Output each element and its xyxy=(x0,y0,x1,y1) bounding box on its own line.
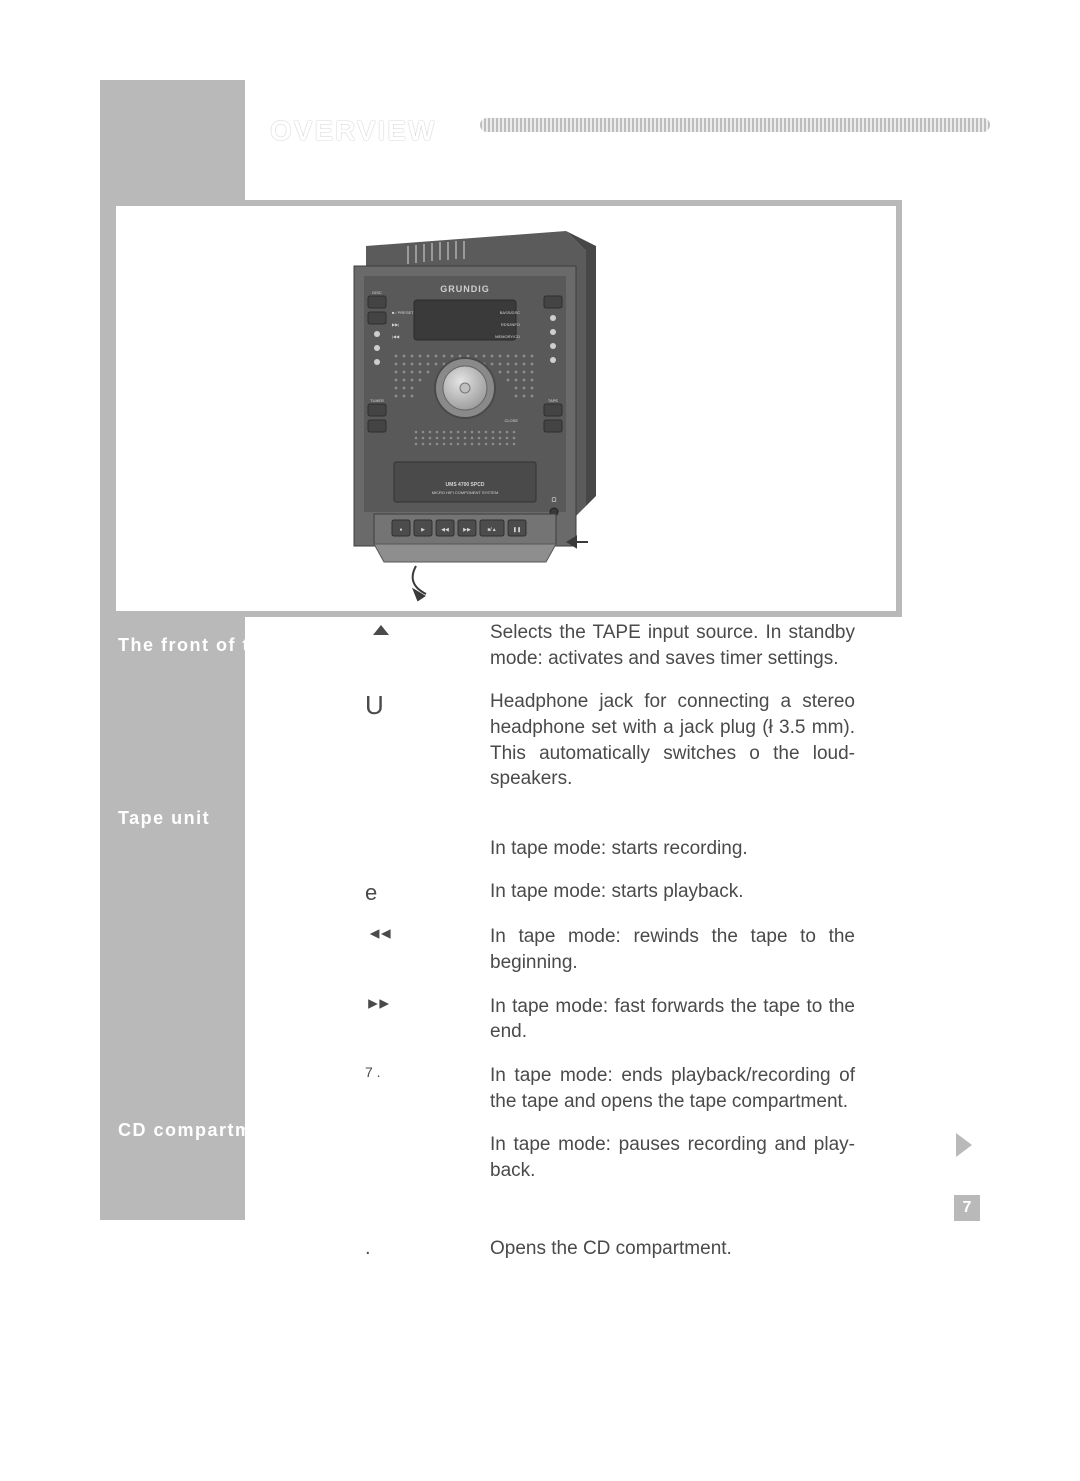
svg-text:MICRO HIFI COMPONENT SYSTEM: MICRO HIFI COMPONENT SYSTEM xyxy=(432,490,499,495)
side-label-front: The front of the unit xyxy=(118,635,319,656)
pause-symbol xyxy=(365,1132,490,1183)
svg-text:▶▶|: ▶▶| xyxy=(392,322,399,327)
svg-text:■/▲: ■/▲ xyxy=(487,527,496,533)
def-text: Selects the TAPE input source. In standb… xyxy=(490,620,855,671)
rewind-icon xyxy=(365,924,490,975)
svg-text:DISC: DISC xyxy=(372,290,382,295)
svg-text:▶▶: ▶▶ xyxy=(463,527,471,533)
play-symbol: e xyxy=(365,879,490,906)
def-row: In tape mode: rewinds the tape to the be… xyxy=(365,924,855,975)
record-symbol xyxy=(365,836,490,862)
def-row: e In tape mode: starts playback. xyxy=(365,879,855,906)
side-label-cd: CD compartment xyxy=(118,1120,284,1141)
def-row: 7 . In tape mode: ends playback/recordin… xyxy=(365,1063,855,1114)
svg-text:Ω: Ω xyxy=(551,497,556,504)
svg-text:❚❚: ❚❚ xyxy=(513,527,521,533)
side-label-tape: Tape unit xyxy=(118,808,210,829)
svg-text:◀◀: ◀◀ xyxy=(441,527,449,533)
device-brand: GRUNDIG xyxy=(440,284,490,294)
svg-text:TUNER: TUNER xyxy=(370,398,384,403)
eject-up-icon xyxy=(365,620,490,671)
definitions-list: Selects the TAPE input source. In standb… xyxy=(365,620,855,1279)
svg-text:CLOSE: CLOSE xyxy=(504,418,518,423)
def-text: Headphone jack for connecting a stereo h… xyxy=(490,689,855,792)
svg-text:RDS/INFO: RDS/INFO xyxy=(501,322,520,327)
headphone-symbol: U xyxy=(365,689,490,792)
def-text: Opens the CD compartment. xyxy=(490,1236,855,1262)
svg-text:▶: ▶ xyxy=(421,527,425,533)
def-text: In tape mode: starts recording. xyxy=(490,836,855,862)
svg-text:■ / PRESET: ■ / PRESET xyxy=(392,310,414,315)
def-row: In tape mode: fast forwards the tape to … xyxy=(365,994,855,1045)
spacer xyxy=(365,1202,855,1236)
svg-text:UMS 4700 SPCD: UMS 4700 SPCD xyxy=(446,482,485,488)
svg-text:|◀◀: |◀◀ xyxy=(392,334,400,339)
cd-open-symbol: . xyxy=(365,1236,490,1262)
def-row: U Headphone jack for connecting a stereo… xyxy=(365,689,855,792)
def-text: In tape mode: pauses recording and play-… xyxy=(490,1132,855,1183)
device-illustration: GRUNDIG DISC TUNER TAPE ■ / PRESET ▶▶| |… xyxy=(110,200,902,617)
stop-eject-symbol: 7 . xyxy=(365,1063,490,1114)
ffwd-icon xyxy=(365,994,490,1045)
svg-text:BASS/DSC: BASS/DSC xyxy=(500,310,520,315)
spring-decor xyxy=(480,118,990,132)
def-text: In tape mode: fast forwards the tape to … xyxy=(490,994,855,1045)
svg-text:●: ● xyxy=(399,527,402,533)
svg-text:TAPE: TAPE xyxy=(548,398,558,403)
section-header: OVERVIEW xyxy=(270,115,436,147)
def-row: . Opens the CD compartment. xyxy=(365,1236,855,1262)
def-text: In tape mode: ends playback/recording of… xyxy=(490,1063,855,1114)
spacer xyxy=(365,810,855,836)
svg-text:MEMORY/CD: MEMORY/CD xyxy=(495,334,520,339)
def-text: In tape mode: starts playback. xyxy=(490,879,855,906)
def-row: Selects the TAPE input source. In standb… xyxy=(365,620,855,671)
def-row: In tape mode: starts recording. xyxy=(365,836,855,862)
def-text: In tape mode: rewinds the tape to the be… xyxy=(490,924,855,975)
next-page-icon xyxy=(956,1133,972,1157)
def-row: In tape mode: pauses recording and play-… xyxy=(365,1132,855,1183)
page-number: 7 xyxy=(954,1195,980,1221)
